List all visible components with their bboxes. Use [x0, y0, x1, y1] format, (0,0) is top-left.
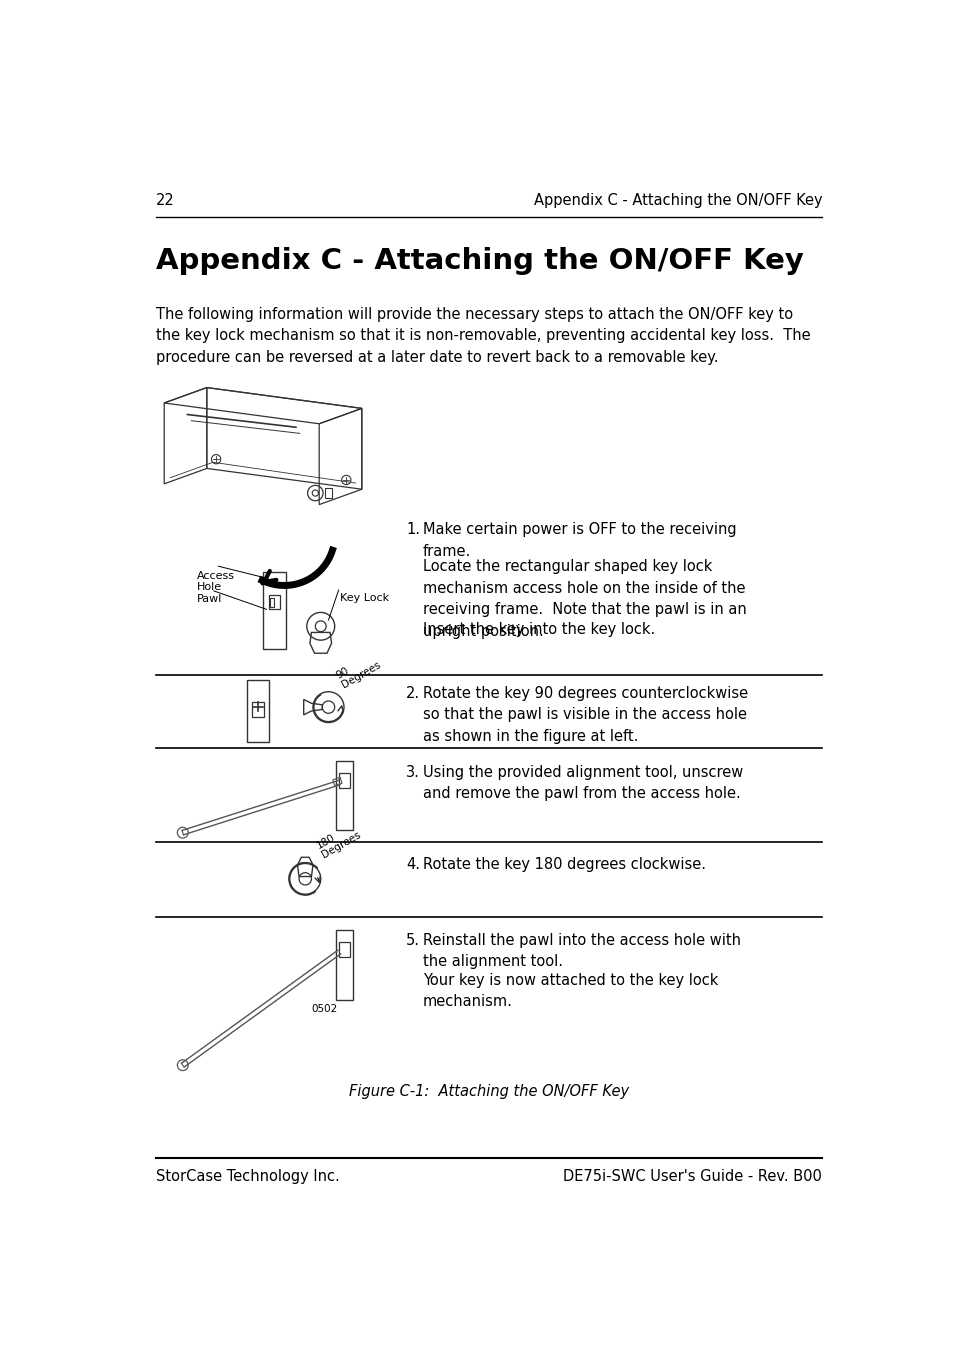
Text: StorCase Technology Inc.: StorCase Technology Inc. — [155, 1169, 339, 1184]
Bar — [335, 761, 353, 831]
Bar — [247, 680, 269, 742]
Text: Key Lock: Key Lock — [340, 593, 389, 604]
Text: 1.: 1. — [406, 523, 419, 537]
Text: DE75i-SWC User's Guide - Rev. B00: DE75i-SWC User's Guide - Rev. B00 — [562, 1169, 821, 1184]
Text: 180
Degrees: 180 Degrees — [314, 820, 362, 860]
Text: Rotate the key 180 degrees clockwise.: Rotate the key 180 degrees clockwise. — [422, 857, 705, 872]
Text: Insert the key into the key lock.: Insert the key into the key lock. — [422, 623, 655, 638]
Bar — [324, 487, 332, 498]
Bar — [262, 572, 286, 649]
Bar — [333, 778, 342, 786]
Text: 0502: 0502 — [311, 1003, 337, 1013]
Text: Appendix C - Attaching the ON/OFF Key: Appendix C - Attaching the ON/OFF Key — [155, 248, 802, 275]
Text: Rotate the key 90 degrees counterclockwise
so that the pawl is visible in the ac: Rotate the key 90 degrees counterclockwi… — [422, 686, 747, 743]
Bar — [269, 596, 279, 609]
Text: 4.: 4. — [406, 857, 419, 872]
Text: Locate the rectangular shaped key lock
mechanism access hole on the inside of th: Locate the rectangular shaped key lock m… — [422, 560, 746, 639]
Bar — [252, 702, 264, 717]
Text: 3.: 3. — [406, 765, 419, 780]
Text: Appendix C - Attaching the ON/OFF Key: Appendix C - Attaching the ON/OFF Key — [533, 193, 821, 208]
Text: The following information will provide the necessary steps to attach the ON/OFF : The following information will provide t… — [155, 307, 809, 366]
Bar — [335, 931, 353, 999]
Bar — [339, 942, 350, 957]
Text: Your key is now attached to the key lock
mechanism.: Your key is now attached to the key lock… — [422, 973, 718, 1009]
Text: 2.: 2. — [406, 686, 419, 701]
Text: Reinstall the pawl into the access hole with
the alignment tool.: Reinstall the pawl into the access hole … — [422, 932, 740, 969]
Text: 5.: 5. — [406, 932, 419, 947]
Text: Figure C-1:  Attaching the ON/OFF Key: Figure C-1: Attaching the ON/OFF Key — [349, 1084, 628, 1099]
Bar — [270, 598, 274, 606]
Text: Access
Hole: Access Hole — [196, 571, 234, 593]
Text: Using the provided alignment tool, unscrew
and remove the pawl from the access h: Using the provided alignment tool, unscr… — [422, 765, 742, 801]
Text: 22: 22 — [155, 193, 174, 208]
Text: Pawl: Pawl — [196, 594, 222, 604]
Text: 90
Degrees: 90 Degrees — [335, 650, 382, 690]
Text: Make certain power is OFF to the receiving
frame.: Make certain power is OFF to the receivi… — [422, 523, 736, 559]
Bar — [339, 772, 350, 789]
